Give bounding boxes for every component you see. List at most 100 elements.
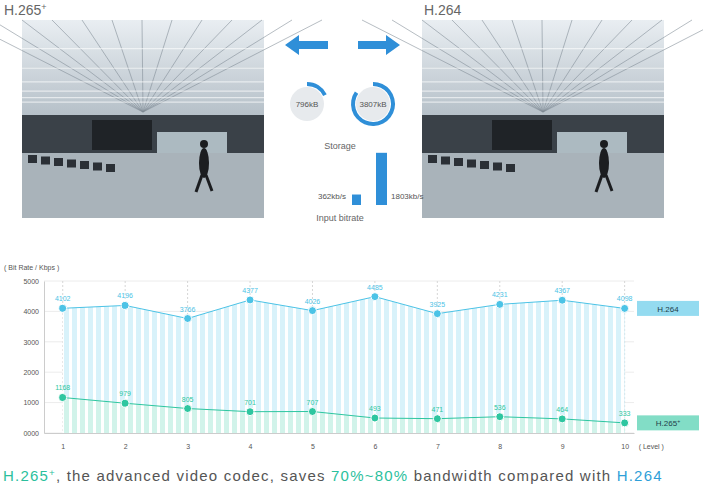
photo-glass xyxy=(557,132,627,156)
photo-shop xyxy=(492,120,552,150)
data-label: 4196 xyxy=(117,292,133,299)
data-label: 333 xyxy=(619,410,631,417)
tick: 5000 xyxy=(23,278,44,285)
tick-label: 0000 xyxy=(23,430,39,437)
legend-item: H.265+ xyxy=(637,415,699,430)
photo-truss xyxy=(422,102,664,103)
photo-seat xyxy=(54,158,63,166)
point xyxy=(59,393,67,401)
y-axis: 0000 1000 2000 3000 4000 5000 xyxy=(23,278,44,437)
photo-person xyxy=(206,175,212,191)
gauge: 3807kB xyxy=(351,82,395,126)
point xyxy=(621,419,629,427)
data-label: 4102 xyxy=(55,295,71,302)
photo-truss xyxy=(22,102,264,103)
x-axis-title: ( Level ) xyxy=(639,443,664,451)
photo-seat xyxy=(506,164,515,172)
tick: 2 xyxy=(124,433,128,450)
series-line xyxy=(63,397,625,422)
gauge-bg xyxy=(290,87,324,121)
photo-bg xyxy=(422,20,664,218)
grid xyxy=(44,281,634,433)
tick-label: 3000 xyxy=(23,339,39,346)
caption-part: bandwidth compared with xyxy=(408,467,616,484)
axis-line xyxy=(45,433,635,434)
data-label: 805 xyxy=(182,396,194,403)
data-label: 493 xyxy=(369,405,381,412)
tick: 1 xyxy=(61,433,65,450)
text-part: H.265 xyxy=(656,419,678,428)
tick-label: 8 xyxy=(498,443,502,450)
photo xyxy=(0,20,322,218)
caption-part: H.265+ xyxy=(3,467,56,485)
gauge-label: 796kB xyxy=(296,100,319,109)
gauge-chart: 796kB 3807kB xyxy=(290,82,395,126)
data-label: 4098 xyxy=(617,295,633,302)
bitrate-chart xyxy=(352,153,387,205)
photo-truss xyxy=(22,68,264,69)
point xyxy=(496,300,504,308)
data-label: 536 xyxy=(494,404,506,411)
photo-floor xyxy=(22,153,264,218)
point xyxy=(371,293,379,301)
point xyxy=(246,296,254,304)
data-label: 3766 xyxy=(180,306,196,313)
tick-label: 5 xyxy=(311,443,315,450)
plot-area xyxy=(59,293,629,433)
point xyxy=(184,315,192,323)
data-label: 707 xyxy=(307,399,319,406)
photo-seat xyxy=(480,161,489,169)
tick-label: 7 xyxy=(436,443,440,450)
photo-seat xyxy=(80,161,89,169)
photo xyxy=(362,20,703,218)
photo-truss xyxy=(422,68,664,69)
canvas: H.265+H.264796kB3807kBStorage362kb/s1803… xyxy=(0,0,703,487)
photo-seat xyxy=(67,160,76,168)
data-label: 3925 xyxy=(430,301,446,308)
photo-wall xyxy=(22,115,264,153)
data-label: 4367 xyxy=(554,287,570,294)
photo-person xyxy=(196,175,202,192)
photo-seat xyxy=(467,160,476,168)
photo-seat xyxy=(441,157,450,165)
tick-label: 1000 xyxy=(23,399,39,406)
gauge: 796kB xyxy=(290,82,327,121)
tick: 2000 xyxy=(23,369,44,376)
tick: 3 xyxy=(186,433,190,450)
caption: H.265+, the advanced video codec, saves … xyxy=(3,467,663,485)
data-label: 701 xyxy=(244,399,256,406)
tick-label: 9 xyxy=(561,443,565,450)
tick-label: 6 xyxy=(373,443,377,450)
data-labels: 4102419637664377402644853925423143674098… xyxy=(55,284,633,417)
photo-floor xyxy=(422,153,664,218)
photo-wall xyxy=(422,115,664,153)
gauge-label: 3807kB xyxy=(359,100,386,109)
photo-bg xyxy=(22,20,264,218)
gauge-title: Storage xyxy=(324,141,356,151)
point xyxy=(308,307,316,315)
tick-label: 4000 xyxy=(23,308,39,315)
point xyxy=(184,405,192,413)
tick-label: 2 xyxy=(124,443,128,450)
photo-label: H.265+ xyxy=(4,2,47,18)
gauge-bg xyxy=(356,87,390,121)
photo-person xyxy=(199,148,209,178)
tick: 1000 xyxy=(23,399,44,406)
photo-person xyxy=(606,175,612,191)
photo-person xyxy=(200,140,208,148)
legend-item: H.264 xyxy=(637,301,699,316)
point xyxy=(496,413,504,421)
photo-seat xyxy=(93,163,102,171)
data-label: 4026 xyxy=(305,298,321,305)
tick-label: 4 xyxy=(249,443,253,450)
caption-part: , the advanced video codec, saves xyxy=(56,467,331,484)
series-area xyxy=(63,297,625,433)
photo-seat xyxy=(28,155,37,163)
line-chart: 00001000200030004000500012345678910 xyxy=(23,278,634,450)
superscript: + xyxy=(677,418,680,424)
data-label: 4485 xyxy=(367,284,383,291)
point xyxy=(246,408,254,416)
y-axis-title: ( Bit Rate / Kbps ) xyxy=(4,264,59,272)
photo-truss xyxy=(422,48,664,49)
tick: 6 xyxy=(373,433,377,450)
